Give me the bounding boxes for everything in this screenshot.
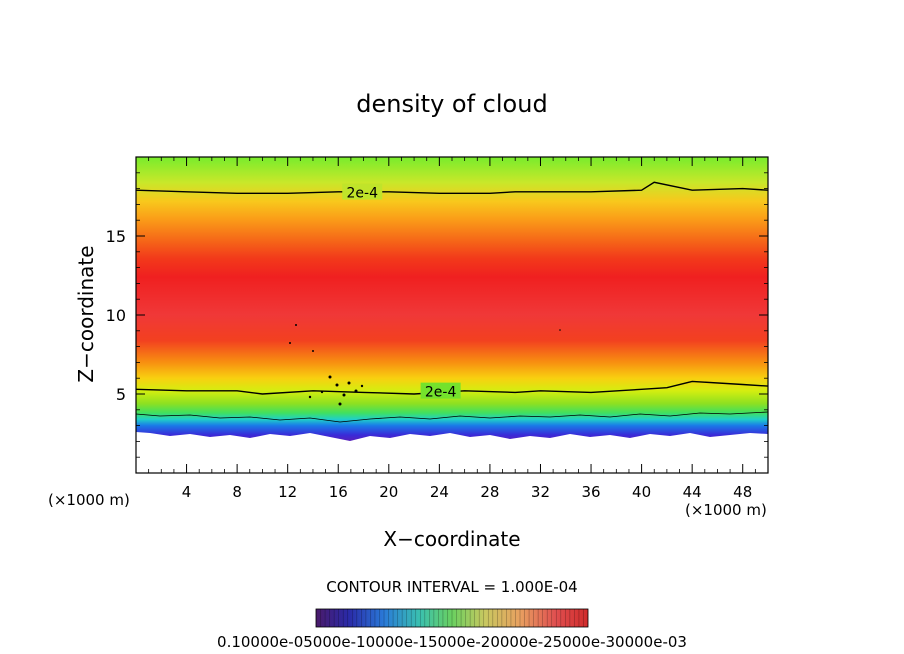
density-field	[136, 157, 768, 473]
y-axis-label: Z−coordinate	[74, 245, 98, 382]
lower-contour	[136, 411, 768, 423]
contour-label-bg	[342, 183, 383, 200]
contour-label: 2e-4	[425, 385, 457, 401]
y-tick-label: 10	[106, 306, 126, 325]
colorbar	[315, 608, 589, 628]
x-axis: 4 8 12 16 20 24 28 32 36 40 44 48	[148, 157, 756, 501]
x-tick-label: 8	[232, 483, 242, 501]
x-tick-label: 4	[182, 483, 192, 501]
plot-area: 2e-4 2e-4	[136, 157, 768, 473]
contour-label-bg	[420, 382, 461, 399]
contour-line-2e-4	[136, 380, 768, 395]
contour-interval-text: CONTOUR INTERVAL = 1.000E-04	[326, 578, 577, 596]
cloud-base-mask	[136, 432, 768, 473]
x-tick-label: 32	[531, 483, 550, 501]
x-tick-label: 16	[329, 483, 348, 501]
x-tick-label: 40	[632, 483, 651, 501]
x-tick-label: 28	[480, 483, 499, 501]
x-tick-label: 48	[733, 483, 752, 501]
y-tick-label: 5	[116, 385, 126, 404]
contour-lines: 2e-4 2e-4	[136, 181, 768, 401]
chart-title: density of cloud	[356, 90, 547, 118]
x-axis-label: X−coordinate	[383, 527, 520, 551]
x-tick-label: 36	[581, 483, 600, 501]
x-tick-label: 44	[683, 483, 702, 501]
colorbar-labels: 0.10000e-05000e-10000e-15000e-20000e-250…	[217, 633, 687, 651]
contour-line-2e-4	[136, 181, 768, 194]
x-unit-right-label: (×1000 m)	[685, 501, 767, 519]
colorbar-ticks	[320, 609, 584, 627]
x-tick-label: 12	[278, 483, 297, 501]
y-tick-label: 15	[106, 227, 126, 246]
y-axis: 5 10 15	[106, 172, 768, 458]
x-tick-label: 20	[379, 483, 398, 501]
x-unit-left-label: (×1000 m)	[48, 491, 130, 509]
x-tick-label: 24	[430, 483, 449, 501]
turbulent-cells	[289, 324, 561, 406]
contour-label: 2e-4	[347, 186, 379, 202]
